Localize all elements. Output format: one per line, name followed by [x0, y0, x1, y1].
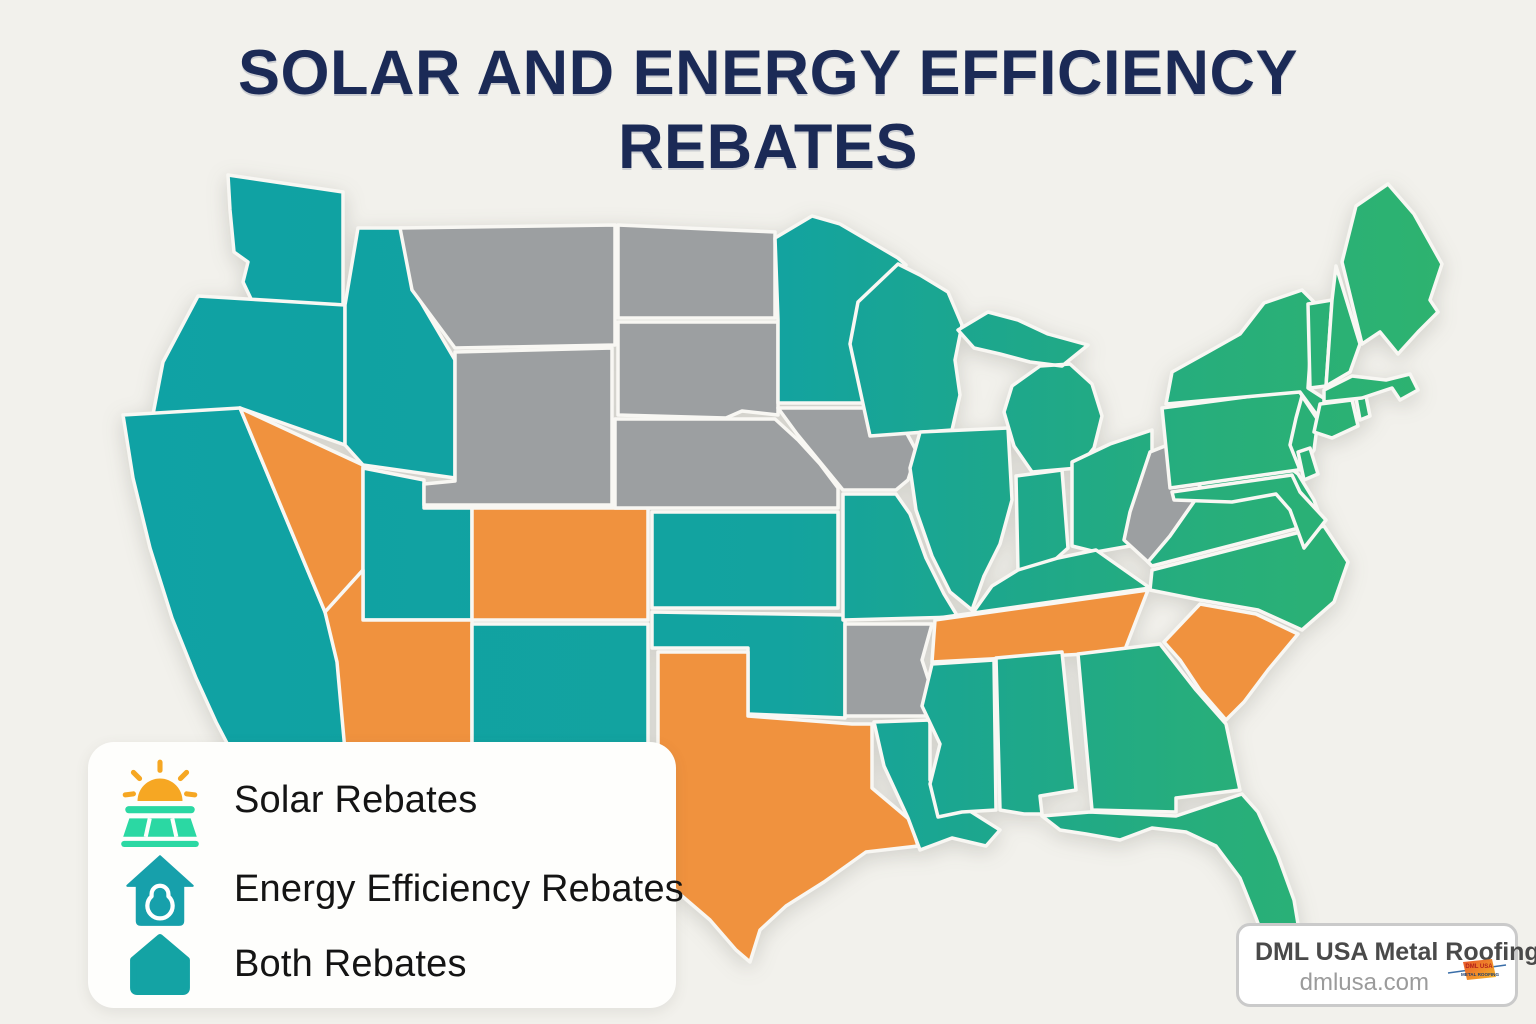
state-massachusetts: Massachusetts	[1322, 372, 1420, 404]
state-south-dakota: South Dakota	[616, 320, 780, 420]
legend-row-both: Both Rebates	[112, 932, 652, 996]
watermark-card: DML USA Metal Roofing dmlusa.com DML USA…	[1236, 923, 1536, 1007]
state-maine: Maine	[1340, 182, 1444, 356]
legend-panel: Solar Rebates Energy Efficiency Rebates …	[88, 742, 684, 1008]
legend-label-both: Both Rebates	[234, 942, 467, 985]
state-mississippi: Mississippi	[920, 658, 998, 819]
state-connecticut: Connecticut	[1312, 398, 1360, 440]
state-new-hampshire: New Hampshire	[1324, 264, 1362, 388]
state-north-carolina: North Carolina	[1148, 524, 1350, 632]
legend-label-solar: Solar Rebates	[234, 779, 478, 822]
watermark-website: dmlusa.com	[1299, 969, 1429, 996]
state-montana: Montana	[398, 223, 617, 350]
state-illinois: Illinois	[908, 426, 1014, 612]
legend-row-solar: Solar Rebates	[112, 754, 652, 848]
state-colorado: Colorado	[470, 506, 650, 622]
state-washington: Washington	[226, 173, 345, 307]
page-title: SOLAR AND ENERGY EFFICIENCY REBATES	[0, 36, 1536, 185]
title-line-2: REBATES	[618, 112, 918, 183]
state-delaware: Delaware	[1296, 446, 1320, 482]
solar-panel-sun-icon	[112, 754, 208, 848]
state-missouri: Missouri	[841, 492, 960, 622]
state-north-dakota: North Dakota	[616, 223, 777, 320]
legend-row-efficiency: Energy Efficiency Rebates	[112, 851, 684, 929]
house-outline-icon	[112, 851, 208, 929]
state-nebraska: Nebraska	[613, 417, 840, 510]
state-wyoming: Wyoming	[422, 346, 614, 507]
svg-text:DML USA: DML USA	[1465, 964, 1493, 970]
legend-label-efficiency: Energy Efficiency Rebates	[234, 868, 684, 911]
svg-text:METAL ROOFING: METAL ROOFING	[1461, 972, 1500, 977]
title-line-1: SOLAR AND ENERGY EFFICIENCY	[237, 38, 1299, 108]
state-wisconsin: Wisconsin	[848, 262, 964, 438]
state-louisiana: Louisiana	[872, 718, 1002, 852]
state-alabama: Alabama	[994, 650, 1078, 816]
state-maryland: Maryland	[1170, 473, 1328, 550]
state-south-carolina: South Carolina	[1162, 602, 1300, 722]
house-solid-icon	[112, 932, 208, 996]
state-michigan: Michigan	[956, 310, 1104, 474]
state-kansas: Kansas	[650, 510, 840, 610]
state-georgia: Georgia	[1076, 642, 1242, 814]
dml-usa-logo-icon: DML USA METAL ROOFING	[1447, 956, 1507, 991]
